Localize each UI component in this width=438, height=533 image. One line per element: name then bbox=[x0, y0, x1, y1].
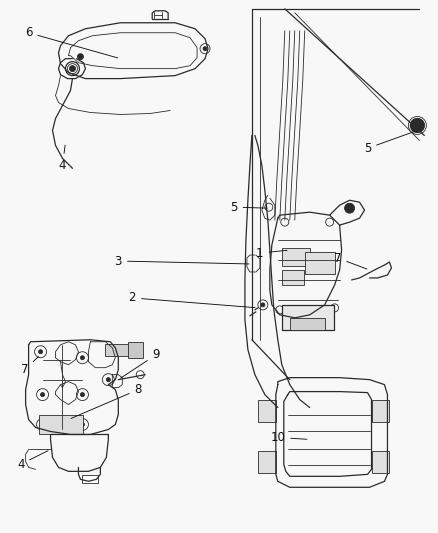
Text: 7: 7 bbox=[334, 252, 367, 269]
Text: 2: 2 bbox=[128, 292, 255, 308]
Circle shape bbox=[41, 423, 45, 426]
Text: 1: 1 bbox=[256, 247, 287, 260]
Text: 5: 5 bbox=[230, 201, 267, 214]
Bar bbox=[371, 400, 389, 422]
Bar bbox=[282, 270, 304, 285]
Circle shape bbox=[39, 350, 42, 354]
Text: 3: 3 bbox=[115, 255, 249, 268]
Text: 10: 10 bbox=[270, 431, 307, 444]
Circle shape bbox=[81, 393, 85, 397]
Bar bbox=[290, 318, 325, 330]
Bar bbox=[82, 475, 99, 483]
Circle shape bbox=[261, 303, 265, 307]
Circle shape bbox=[70, 66, 75, 71]
Text: 8: 8 bbox=[71, 383, 142, 418]
Circle shape bbox=[81, 423, 85, 426]
Text: 4: 4 bbox=[59, 145, 66, 172]
Bar bbox=[258, 451, 276, 473]
Bar bbox=[371, 451, 389, 473]
Bar bbox=[258, 400, 276, 422]
Circle shape bbox=[81, 356, 85, 360]
Bar bbox=[128, 342, 143, 358]
Circle shape bbox=[106, 378, 110, 382]
Circle shape bbox=[203, 47, 207, 51]
Text: 5: 5 bbox=[364, 131, 415, 155]
Text: 4: 4 bbox=[17, 451, 48, 471]
Text: 7: 7 bbox=[21, 357, 39, 376]
Bar bbox=[305, 252, 335, 274]
Circle shape bbox=[41, 393, 45, 397]
Circle shape bbox=[410, 118, 424, 132]
Bar bbox=[39, 415, 83, 434]
Text: 6: 6 bbox=[25, 26, 118, 58]
Bar bbox=[106, 344, 130, 356]
Circle shape bbox=[78, 54, 83, 60]
Bar bbox=[282, 248, 310, 266]
Bar bbox=[282, 305, 334, 330]
Circle shape bbox=[345, 203, 355, 213]
Text: 9: 9 bbox=[120, 348, 160, 378]
